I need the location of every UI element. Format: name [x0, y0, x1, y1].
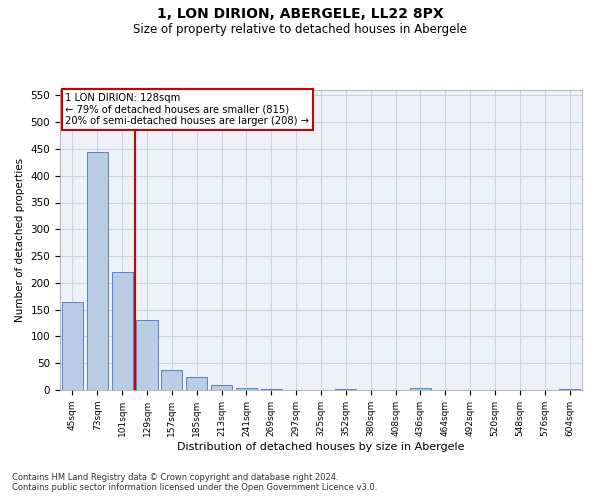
- Text: Distribution of detached houses by size in Abergele: Distribution of detached houses by size …: [177, 442, 465, 452]
- Text: Contains HM Land Registry data © Crown copyright and database right 2024.: Contains HM Land Registry data © Crown c…: [12, 472, 338, 482]
- Bar: [62, 302, 83, 390]
- Bar: [87, 152, 108, 390]
- Text: 1 LON DIRION: 128sqm
← 79% of detached houses are smaller (815)
20% of semi-deta: 1 LON DIRION: 128sqm ← 79% of detached h…: [65, 93, 309, 126]
- Bar: [136, 320, 158, 390]
- Bar: [335, 389, 356, 390]
- Bar: [410, 388, 431, 390]
- Bar: [186, 376, 207, 390]
- Bar: [236, 388, 257, 390]
- Bar: [211, 385, 232, 390]
- Bar: [112, 272, 133, 390]
- Text: Size of property relative to detached houses in Abergele: Size of property relative to detached ho…: [133, 22, 467, 36]
- Bar: [161, 370, 182, 390]
- Text: Contains public sector information licensed under the Open Government Licence v3: Contains public sector information licen…: [12, 482, 377, 492]
- Y-axis label: Number of detached properties: Number of detached properties: [15, 158, 25, 322]
- Text: 1, LON DIRION, ABERGELE, LL22 8PX: 1, LON DIRION, ABERGELE, LL22 8PX: [157, 8, 443, 22]
